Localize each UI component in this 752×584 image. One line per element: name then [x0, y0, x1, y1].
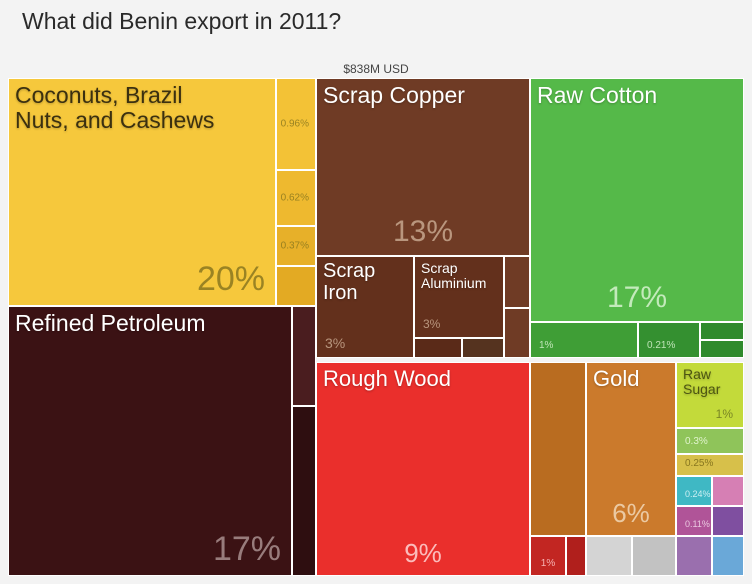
treemap-cell-misc2[interactable]: 0.25%: [676, 454, 744, 476]
cell-label: Rough Wood: [323, 367, 451, 391]
treemap-cell-misc6[interactable]: [712, 506, 744, 536]
cell-label: Scrap Copper: [323, 83, 465, 108]
treemap-cell-coco_s3[interactable]: 0.37%: [276, 226, 316, 266]
cell-percent: 0.21%: [647, 340, 675, 351]
treemap-cell-wood_s2[interactable]: [566, 536, 586, 576]
treemap-cell-coconuts[interactable]: Coconuts, Brazil Nuts, and Cashews 20%: [8, 78, 276, 306]
cell-percent: 17%: [607, 281, 667, 315]
treemap-cell-cotton[interactable]: Raw Cotton 17%: [530, 78, 744, 322]
treemap-cell-scrap_s1[interactable]: [414, 338, 462, 358]
cell-percent: 0.3%: [685, 436, 708, 447]
treemap-cell-misc3[interactable]: 0.24%: [676, 476, 712, 506]
cell-label: Raw Cotton: [537, 83, 657, 108]
treemap-cell-sugar[interactable]: Raw Sugar 1%: [676, 362, 744, 428]
treemap-cell-misc7[interactable]: [586, 536, 632, 576]
cell-percent: 0.37%: [281, 241, 309, 252]
treemap-cell-misc9[interactable]: [676, 536, 712, 576]
treemap-cell-gold[interactable]: Gold 6%: [586, 362, 676, 536]
treemap-cell-petro_s2[interactable]: [292, 406, 316, 576]
cell-percent: 9%: [404, 538, 442, 569]
cell-percent: 0.25%: [685, 458, 713, 469]
cell-label: Raw Sugar: [683, 367, 720, 397]
treemap-cell-misc5[interactable]: 0.11%: [676, 506, 712, 536]
treemap-cell-misc10[interactable]: [712, 536, 744, 576]
treemap-cell-petroleum[interactable]: Refined Petroleum 17%: [8, 306, 292, 576]
treemap-cell-cot_s1[interactable]: 1%: [530, 322, 638, 358]
cell-percent: 6%: [612, 498, 650, 529]
treemap-cell-scrap_al[interactable]: Scrap Aluminium 3%: [414, 256, 504, 338]
cell-percent: 0.11%: [685, 519, 710, 529]
treemap-cell-scrap_s2[interactable]: [462, 338, 504, 358]
cell-percent: 0.96%: [281, 119, 309, 130]
cell-label: Gold: [593, 367, 639, 391]
treemap-cell-coco_s2[interactable]: 0.62%: [276, 170, 316, 226]
cell-label: Refined Petroleum: [15, 311, 206, 336]
treemap-chart: Coconuts, Brazil Nuts, and Cashews 20% 0.9…: [8, 78, 744, 576]
cell-percent: 3%: [423, 317, 440, 331]
cell-percent: 1%: [541, 558, 555, 569]
cell-percent: 1%: [539, 340, 553, 351]
cell-percent: 17%: [213, 530, 281, 569]
page-title: What did Benin export in 2011?: [22, 8, 341, 35]
treemap-cell-scrap_s4[interactable]: [504, 308, 530, 358]
cell-percent: 0.24%: [685, 489, 711, 499]
treemap-figure: What did Benin export in 2011? $838M USD…: [0, 0, 752, 584]
cell-label: Scrap Aluminium: [421, 261, 486, 291]
treemap-cell-coco_s4[interactable]: [276, 266, 316, 306]
treemap-cell-scrap_cu[interactable]: Scrap Copper 13%: [316, 78, 530, 256]
treemap-cell-petro_s1[interactable]: [292, 306, 316, 406]
treemap-cell-scrap_s3[interactable]: [504, 256, 530, 308]
treemap-cell-wood_s1[interactable]: 1%: [530, 536, 566, 576]
treemap-cell-coco_s1[interactable]: 0.96%: [276, 78, 316, 170]
cell-percent: 13%: [393, 215, 453, 249]
treemap-cell-cot_s3[interactable]: [700, 322, 744, 340]
cell-percent: 20%: [197, 260, 265, 299]
cell-percent: 3%: [325, 335, 345, 351]
treemap-cell-scrap_fe[interactable]: Scrap Iron 3%: [316, 256, 414, 358]
cell-percent: 1%: [716, 407, 733, 421]
treemap-cell-gold_s1[interactable]: [530, 362, 586, 536]
cell-percent: 0.62%: [281, 193, 309, 204]
cell-label: Scrap Iron: [323, 261, 375, 304]
treemap-cell-misc8[interactable]: [632, 536, 676, 576]
treemap-cell-wood[interactable]: Rough Wood 9%: [316, 362, 530, 576]
treemap-cell-misc4[interactable]: [712, 476, 744, 506]
treemap-cell-cot_s4[interactable]: [700, 340, 744, 358]
treemap-cell-misc1[interactable]: 0.3%: [676, 428, 744, 454]
treemap-cell-cot_s2[interactable]: 0.21%: [638, 322, 700, 358]
total-value-label: $838M USD: [8, 62, 744, 76]
cell-label: Coconuts, Brazil Nuts, and Cashews: [15, 83, 214, 133]
